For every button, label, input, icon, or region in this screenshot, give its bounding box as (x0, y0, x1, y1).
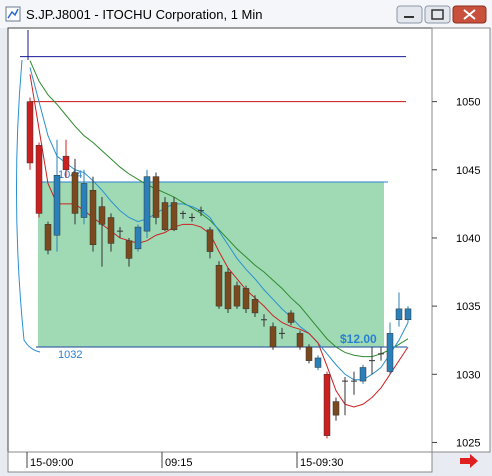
candle-body (161, 202, 169, 231)
x-axis-panel (7, 451, 433, 473)
candle-body (44, 224, 52, 251)
candle-body (215, 264, 223, 307)
candle-body (107, 217, 115, 244)
candle-body (26, 101, 34, 164)
scroll-arrow[interactable] (460, 454, 478, 468)
y-tick-label: 1050 (456, 97, 480, 109)
candle-body (152, 176, 160, 218)
x-tick-label: 15-09:30 (300, 457, 343, 469)
candle-body (404, 308, 412, 321)
x-tick-label: 09:15 (165, 457, 193, 469)
close-glyph (463, 9, 476, 20)
candle-body (125, 240, 133, 259)
y-tick-label: 1030 (456, 369, 480, 381)
y-axis-panel (431, 27, 491, 453)
maximize-button[interactable] (424, 5, 451, 24)
y-tick-label: 1045 (456, 165, 480, 177)
candle-body (71, 172, 79, 214)
candle-body (287, 312, 295, 323)
candle-body (269, 326, 277, 348)
candle-body (386, 333, 394, 372)
maximize-glyph (431, 9, 444, 20)
candle-body (305, 346, 313, 361)
x-tick-label: 15-09:00 (30, 457, 73, 469)
y-tick-label: 1035 (456, 301, 480, 313)
candle-body (170, 202, 178, 231)
candle-body (62, 155, 70, 171)
candle-body (332, 401, 340, 416)
window-title: S.JP.J8001 - ITOCHU Corporation, 1 Min (26, 7, 263, 22)
candle-body (134, 226, 142, 250)
candle-body (296, 333, 304, 348)
candle-body (206, 229, 214, 252)
candle-body (80, 183, 88, 218)
range-amount-label: $12.00 (340, 332, 377, 346)
y-tick-label: 1040 (456, 233, 480, 245)
candle-body (251, 299, 259, 314)
fib-arc (15, 59, 41, 353)
candle-body (143, 176, 151, 232)
candle-body (35, 144, 43, 214)
candle-body (359, 367, 367, 382)
candle-body (395, 308, 403, 321)
range-low-label: 1032 (58, 349, 82, 361)
candle-body (224, 271, 232, 310)
candle-body (53, 174, 61, 236)
candle-body (242, 288, 250, 310)
candle-body (323, 374, 331, 436)
candle-body (233, 285, 241, 307)
moving-average (29, 60, 409, 358)
candle-body (314, 357, 322, 368)
y-tick-label: 1025 (456, 437, 480, 449)
minimize-button[interactable] (396, 5, 423, 24)
candle-body (98, 206, 106, 225)
app-icon-glyph (7, 8, 19, 19)
candle-body (89, 189, 97, 246)
